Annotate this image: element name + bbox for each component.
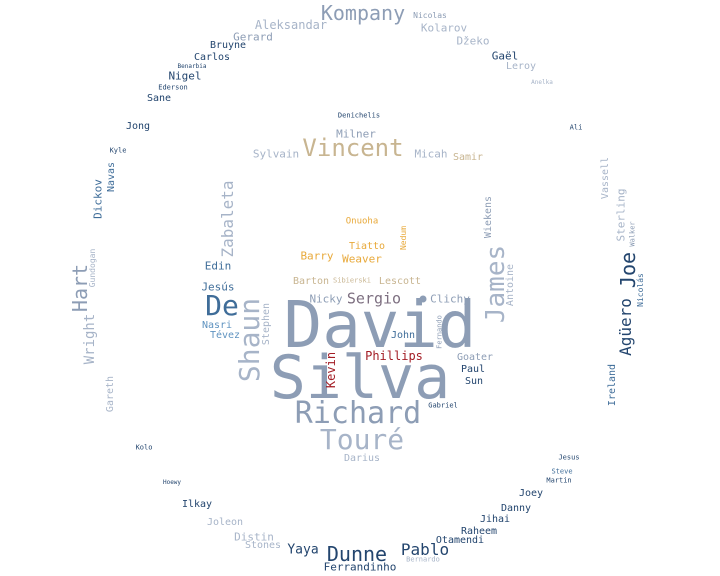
word-leroy: Leroy <box>505 61 537 72</box>
word-denichelis: Denichelis <box>337 111 381 120</box>
word-sibierski: Sibierski <box>333 276 371 285</box>
word-barry: Barry <box>300 249 334 263</box>
word-goater: Goater <box>456 352 494 363</box>
word-danny: Danny <box>500 503 532 514</box>
word-stones: Stones <box>244 540 282 551</box>
word-kolarov: Kolarov <box>420 21 468 35</box>
word-kevin: Kevin <box>324 351 338 389</box>
word-nicolas: Nicolas <box>413 11 447 20</box>
word-hoewy: Hoewy <box>162 479 182 486</box>
word-paul: Paul <box>460 364 486 375</box>
dot-mark <box>419 295 427 303</box>
word-gael: Gaël <box>491 49 519 63</box>
word-ireland: Ireland <box>607 363 618 407</box>
word-aleksandar: Aleksandar <box>254 18 328 32</box>
word-kompany: Kompany <box>320 1 406 25</box>
word-pablo: Pablo <box>400 540 450 559</box>
word-richard: Richard <box>294 396 422 431</box>
word-nedum: Nedum <box>399 225 408 251</box>
word-joey: Joey <box>518 488 544 499</box>
word-sergio: Sergio <box>346 289 402 308</box>
word-wiekens: Wiekens <box>483 195 494 239</box>
word-kyle: Kyle <box>109 146 127 155</box>
word-kolo: Kolo <box>135 443 153 452</box>
word-dunne: Dunne <box>326 542 388 566</box>
word-nicky: Nicky <box>309 292 343 306</box>
word-gabriel: Gabriel <box>428 401 458 410</box>
word-edin: Edin <box>204 259 232 273</box>
word-de: De <box>205 289 239 322</box>
word-antoine: Antoine <box>505 263 516 307</box>
word-vassell: Vassell <box>600 156 611 200</box>
word-ali: Ali <box>569 123 583 132</box>
word-sylvain: Sylvain <box>252 147 300 161</box>
word-nigel: Nigel <box>168 69 202 83</box>
word-navas: Navas <box>106 161 117 193</box>
word-onuoha: Onuoha <box>345 216 379 227</box>
word-micah: Micah <box>414 147 448 161</box>
word-benarbia: Benarbia <box>177 63 207 70</box>
word-hart: Hart <box>68 263 92 313</box>
word-zabaleta: Zabaleta <box>218 180 237 258</box>
word-jihai: Jihai <box>479 514 511 525</box>
word-jesus: Jesús <box>201 280 235 294</box>
word-wright: Wright <box>82 313 98 365</box>
word-gareth: Gareth <box>105 375 116 413</box>
word-phillips: Phillips <box>365 349 423 363</box>
word-clichy: Clichy <box>430 292 470 306</box>
word-walker: Walker <box>628 221 637 247</box>
word-distin: Distin <box>234 530 274 544</box>
word-john: John <box>390 330 416 341</box>
word-weaver: Weaver <box>342 252 382 266</box>
word-dzeko: Džeko <box>456 34 490 48</box>
word-tiatto: Tiatto <box>348 241 386 252</box>
word-dickov: Dickov <box>91 179 105 219</box>
word-sane: Sane <box>146 93 172 104</box>
word-milner: Milner <box>336 127 376 141</box>
word-jesus-2: Jesus <box>558 453 580 462</box>
word-stephen: Stephen <box>261 302 272 346</box>
word-sterling: Sterling <box>614 188 628 242</box>
word-nasri: Nasri <box>201 320 233 331</box>
word-jong: Jong <box>125 121 151 132</box>
word-steve: Steve <box>551 467 573 476</box>
word-fernando: Fernando <box>435 315 444 349</box>
word-samir: Samir <box>452 152 484 163</box>
word-martin: Martin <box>546 476 572 485</box>
word-aguero: Agüero <box>616 298 635 356</box>
word-silva: Silva <box>269 343 451 413</box>
word-carlos: Carlos <box>193 52 231 63</box>
word-ederson: Ederson <box>158 83 188 92</box>
word-darius: Darius <box>343 453 381 464</box>
word-ilkay: Ilkay <box>181 499 213 510</box>
word-david: David <box>283 289 477 363</box>
word-bruyne: Bruyne <box>209 40 247 51</box>
word-sun: Sun <box>464 376 484 387</box>
word-shaun: Shaun <box>233 297 266 383</box>
word-barton: Barton <box>292 276 330 287</box>
word-gerard: Gerard <box>233 30 273 44</box>
word-anelka: Anelka <box>531 79 553 86</box>
word-toure: Touré <box>319 423 405 456</box>
word-ferrandinho: Ferrandinho <box>323 560 397 574</box>
word-otamendi: Otamendi <box>435 535 485 546</box>
word-nicolas-2: Nicolás <box>636 273 645 307</box>
word-vincent: Vincent <box>302 134 404 162</box>
word-yaya: Yaya <box>287 542 319 558</box>
word-joe: Joe <box>616 251 640 289</box>
word-joleon: Joleon <box>206 517 244 528</box>
word-gundogan: Gundogan <box>88 248 97 288</box>
word-lescott: Lescott <box>378 276 422 287</box>
word-tevez: Tévez <box>209 330 241 341</box>
word-raheem: Raheem <box>460 526 498 537</box>
word-bernardo: Bernardo <box>406 555 440 564</box>
